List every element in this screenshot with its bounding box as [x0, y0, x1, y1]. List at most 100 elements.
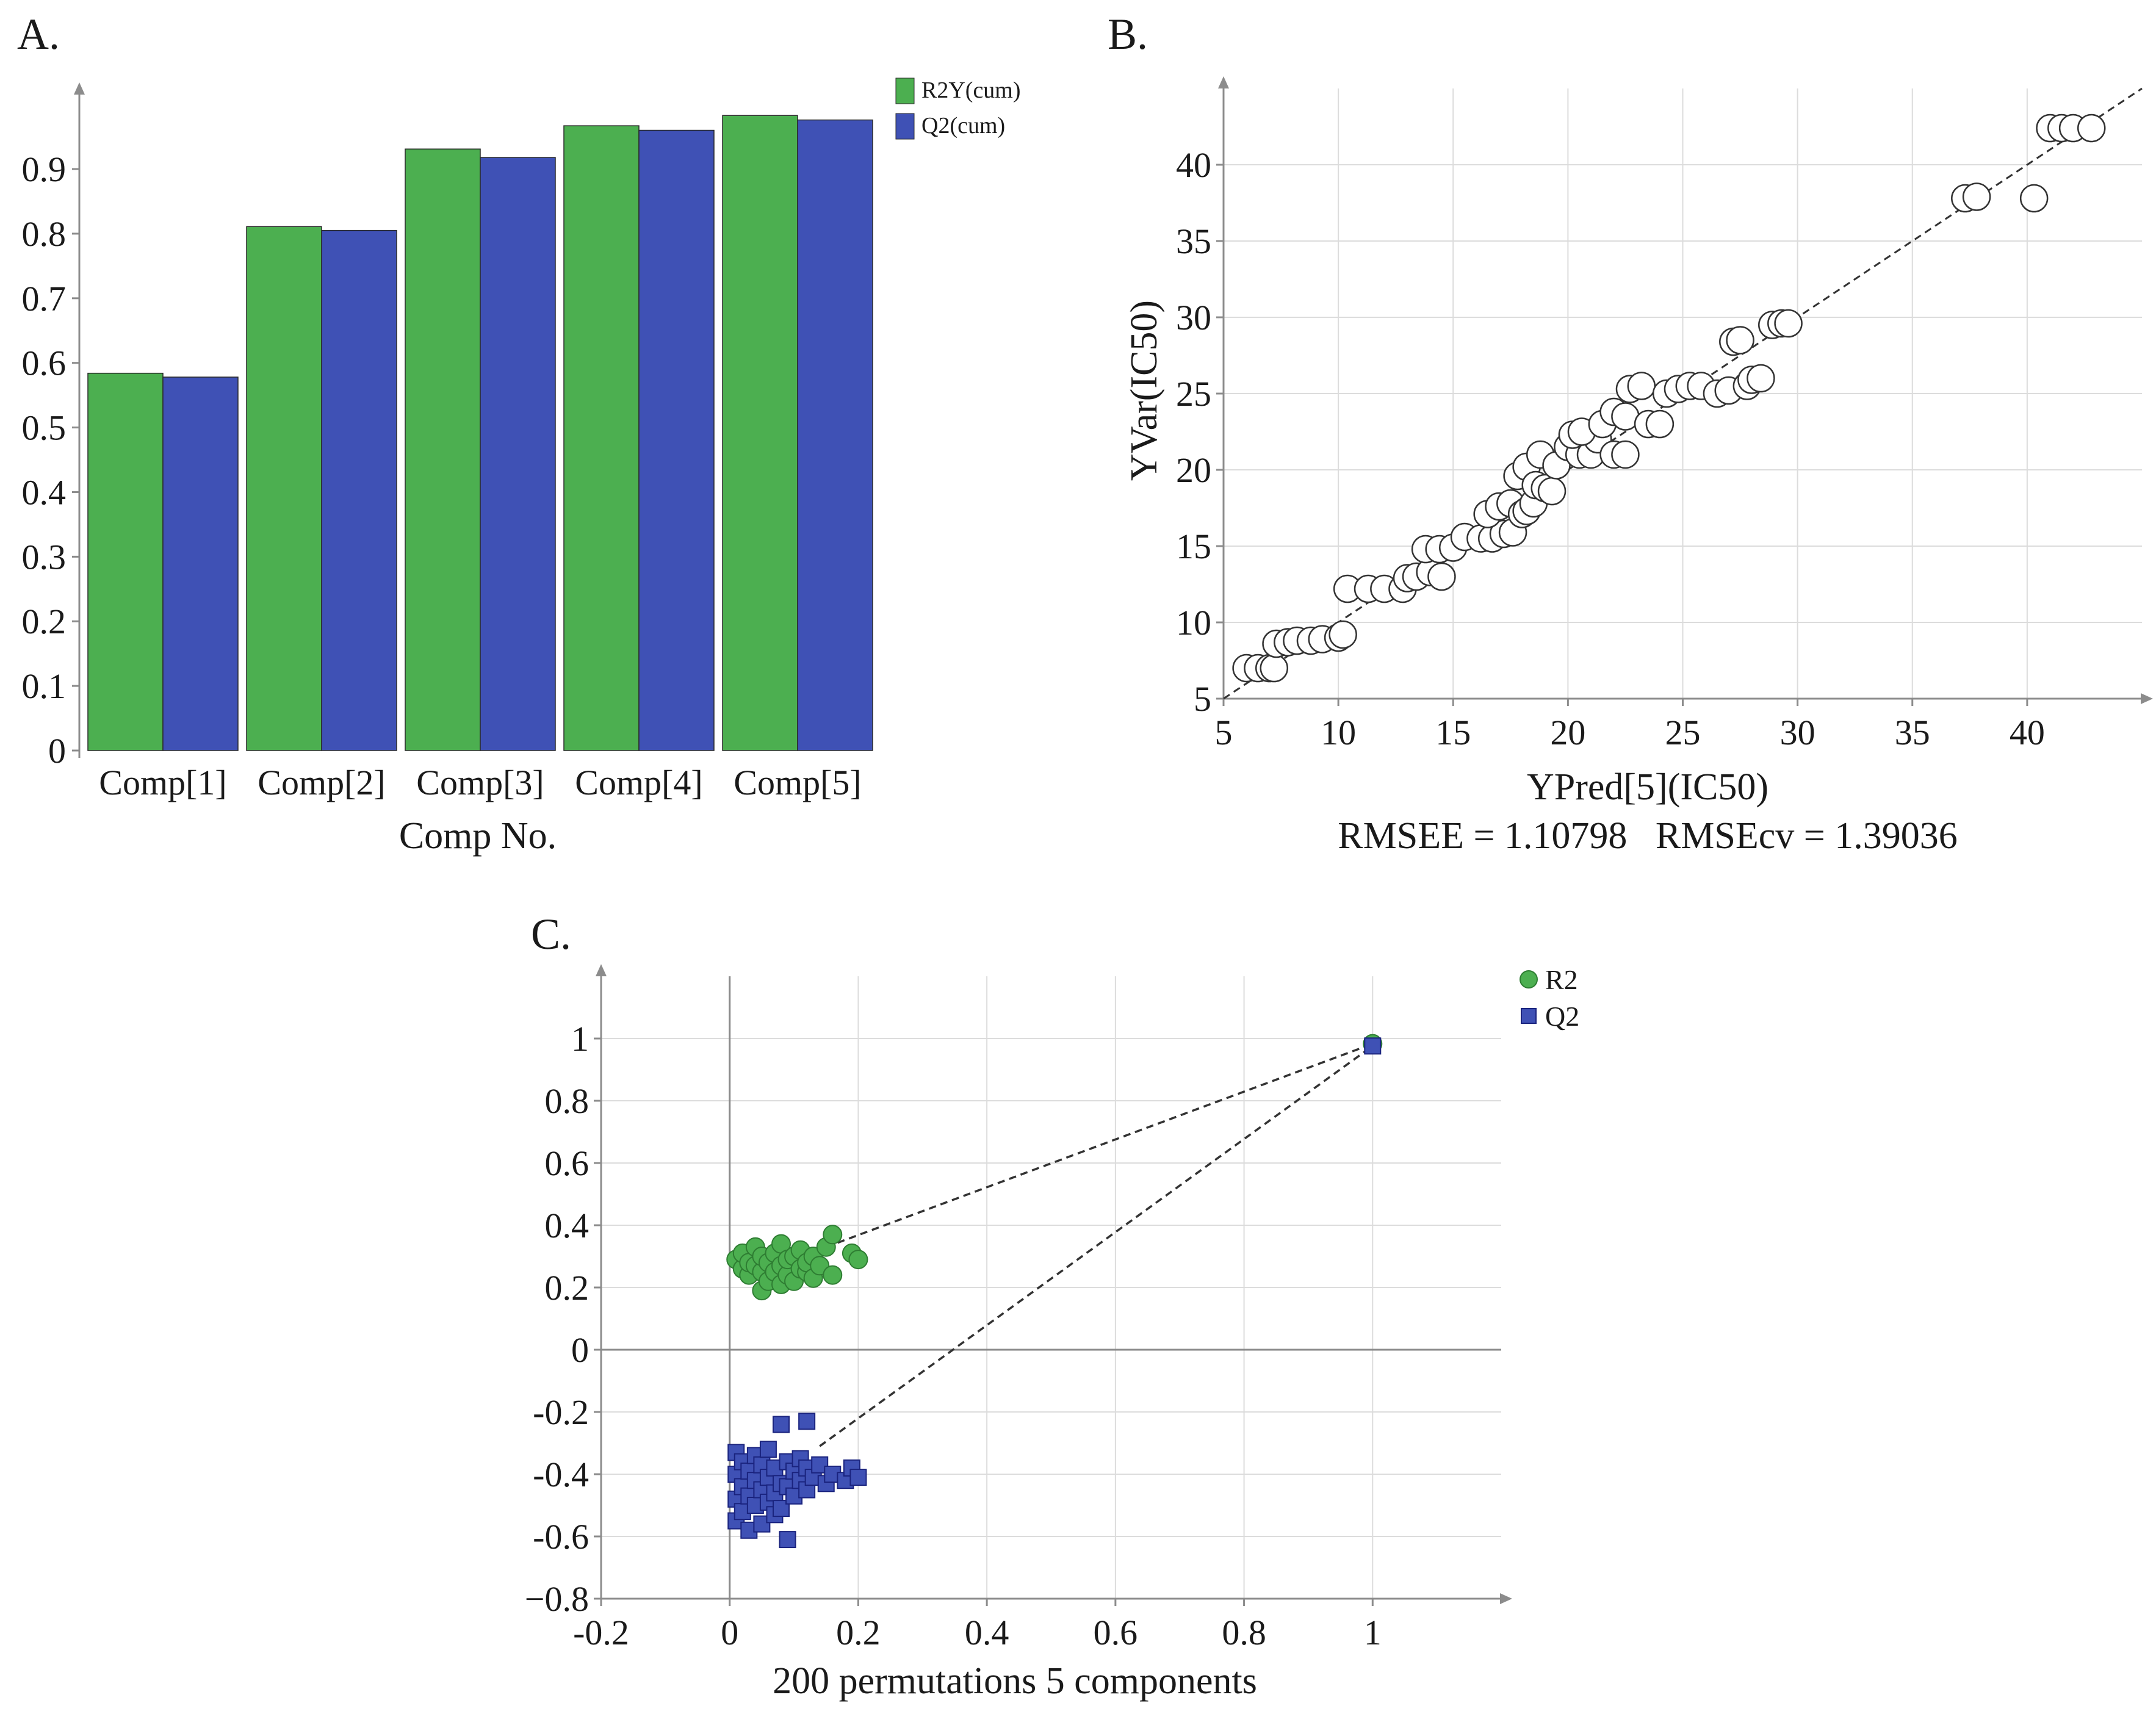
chart-a-xtick-label: Comp[3] [416, 763, 544, 802]
chart-c-ytick-label: 0 [571, 1330, 589, 1370]
chart-b-ytick-label: 15 [1176, 527, 1211, 566]
chart-a-bar [162, 376, 239, 751]
chart-c-q2-reference-point [1364, 1037, 1382, 1055]
chart-a-legend-label: R2Y(cum) [921, 77, 1021, 103]
chart-b-xtick-label: 35 [1895, 713, 1930, 752]
chart-a-bar [246, 226, 322, 751]
chart-a-ytick-label: 0.1 [22, 666, 67, 706]
chart-c-r2-point [823, 1265, 843, 1285]
chart-c-q2-point [779, 1531, 796, 1549]
chart-b-point [2019, 184, 2049, 213]
chart-a-xlabel: Comp No. [399, 815, 557, 857]
chart-b-point [1329, 620, 1357, 649]
chart-a-bar [797, 119, 873, 751]
chart-a-bar [87, 372, 164, 751]
chart-c-xtick-label: 0.2 [836, 1613, 881, 1652]
chart-b-ylabel: YVar(IC50) [1123, 300, 1165, 481]
chart-b-rmse-annotation: RMSEE = 1.10798 RMSEcv = 1.39036 [1338, 815, 1958, 857]
chart-a-bar [638, 129, 715, 751]
chart-c-ytick-label: -0.4 [533, 1455, 589, 1494]
chart-a-y-axis-arrow [74, 82, 85, 95]
chart-b-xtick-label: 15 [1435, 713, 1471, 752]
chart-a-ytick-label: 0.2 [22, 602, 67, 641]
chart-c-ytick-label: -0.2 [533, 1392, 589, 1432]
chart-c-ytick-label: 0.8 [545, 1081, 589, 1121]
chart-b-point [1645, 409, 1675, 439]
chart-a-ytick-label: 0.9 [22, 149, 67, 189]
chart-c-intercept-line-r2 [826, 1043, 1373, 1248]
chart-c-xtick-label: -0.2 [573, 1613, 629, 1652]
chart-a-ytick-label: 0.4 [22, 472, 67, 512]
chart-a-ytick-label: 0.5 [22, 408, 67, 448]
chart-c-legend-label: R2 [1545, 964, 1578, 995]
chart-a-bar [405, 148, 481, 751]
chart-c-x-axis-arrow [1500, 1593, 1512, 1604]
chart-a-legend-swatch [895, 113, 915, 140]
chart-b-point [1627, 372, 1656, 400]
chart-c-legend-marker [1520, 970, 1538, 988]
chart-c-q2-point [753, 1515, 771, 1533]
chart-c-intercept-line-q2 [819, 1045, 1374, 1447]
chart-b-xtick-label: 40 [2010, 713, 2045, 752]
chart-c-xtick-label: 0.6 [1094, 1613, 1138, 1652]
chart-c-y-axis-arrow [596, 964, 607, 976]
chart-c-xlabel: 200 permutations 5 components [773, 1660, 1257, 1702]
chart-b-xtick-label: 25 [1665, 713, 1701, 752]
panel-a-label: A. [17, 10, 60, 59]
chart-b-point [1726, 326, 1754, 355]
chart-a-bar [722, 115, 798, 751]
chart-c-ytick-label: −0.8 [525, 1579, 589, 1619]
chart-c-q2-point [759, 1441, 777, 1458]
chart-a-ytick-label: 0.3 [22, 537, 67, 577]
chart-a-bar [480, 157, 556, 751]
chart-b-ytick-label: 5 [1194, 679, 1211, 719]
chart-c-xtick-label: 1 [1364, 1613, 1382, 1652]
chart-c-q2-point [773, 1416, 790, 1433]
chart-b-point [1537, 477, 1567, 506]
panel-b-label: B. [1108, 10, 1148, 59]
chart-b-ytick-label: 30 [1176, 298, 1211, 337]
chart-a: 0 0.1 0.2 0.3 0.4 0.5 0.6 0.7 0.8 0.9 Comp[1] Comp[… [22, 77, 1021, 802]
chart-b-point [1747, 364, 1775, 393]
chart-b-point [1611, 440, 1640, 469]
chart-b-xtick-label: 5 [1215, 713, 1233, 752]
chart-c-ytick-label: 1 [571, 1019, 589, 1059]
chart-c-ytick-label: -0.6 [533, 1517, 589, 1557]
chart-c-q2-point [798, 1413, 816, 1430]
chart-a-legend-swatch [895, 77, 915, 104]
chart-c-xtick-label: 0.8 [1222, 1613, 1266, 1652]
chart-c-xtick-label: 0 [721, 1613, 738, 1652]
chart-b-ytick-label: 20 [1176, 450, 1211, 490]
chart-c: -0.2 0 0.2 0.4 0.6 0.8 1 −0.8 -0.6 -0.4 -0.2 0 0.2 0.… [525, 964, 1579, 1652]
chart-c-ytick-label: 0.6 [545, 1143, 589, 1183]
chart-c-legend-label: Q2 [1545, 1001, 1579, 1032]
chart-c-ytick-label: 0.4 [545, 1206, 589, 1245]
chart-b-ytick-label: 10 [1176, 603, 1211, 643]
chart-c-r2-point [848, 1250, 868, 1270]
chart-a-legend-label: Q2(cum) [921, 113, 1005, 139]
chart-b-point [1427, 562, 1456, 591]
chart-a-xtick-label: Comp[5] [734, 763, 861, 802]
panel-c-label: C. [531, 910, 571, 959]
chart-b-xlabel: YPred[5](IC50) [1527, 766, 1768, 808]
chart-b-ytick-label: 25 [1176, 374, 1211, 414]
chart-c-legend-marker [1521, 1008, 1537, 1024]
chart-a-xtick-label: Comp[2] [258, 763, 385, 802]
chart-b-point [2077, 113, 2106, 143]
chart-a-ytick-label: 0.8 [22, 214, 67, 254]
chart-a-xtick-label: Comp[4] [575, 763, 702, 802]
chart-a-bar [563, 125, 640, 751]
chart-b-point [1774, 309, 1803, 338]
chart-b-ytick-label: 35 [1176, 221, 1211, 261]
chart-b-point [1260, 654, 1289, 683]
chart-a-ytick-label: 0.6 [22, 344, 67, 383]
chart-c-r2-point [823, 1225, 843, 1245]
chart-a-bar [321, 229, 397, 751]
chart-b-xtick-label: 10 [1321, 713, 1356, 752]
chart-c-xtick-label: 0.4 [965, 1613, 1009, 1652]
chart-b-ytick-label: 40 [1176, 145, 1211, 185]
chart-a-ytick-label: 0.7 [22, 279, 67, 319]
chart-a-xtick-label: Comp[1] [99, 763, 226, 802]
chart-b-point [1962, 182, 1991, 211]
